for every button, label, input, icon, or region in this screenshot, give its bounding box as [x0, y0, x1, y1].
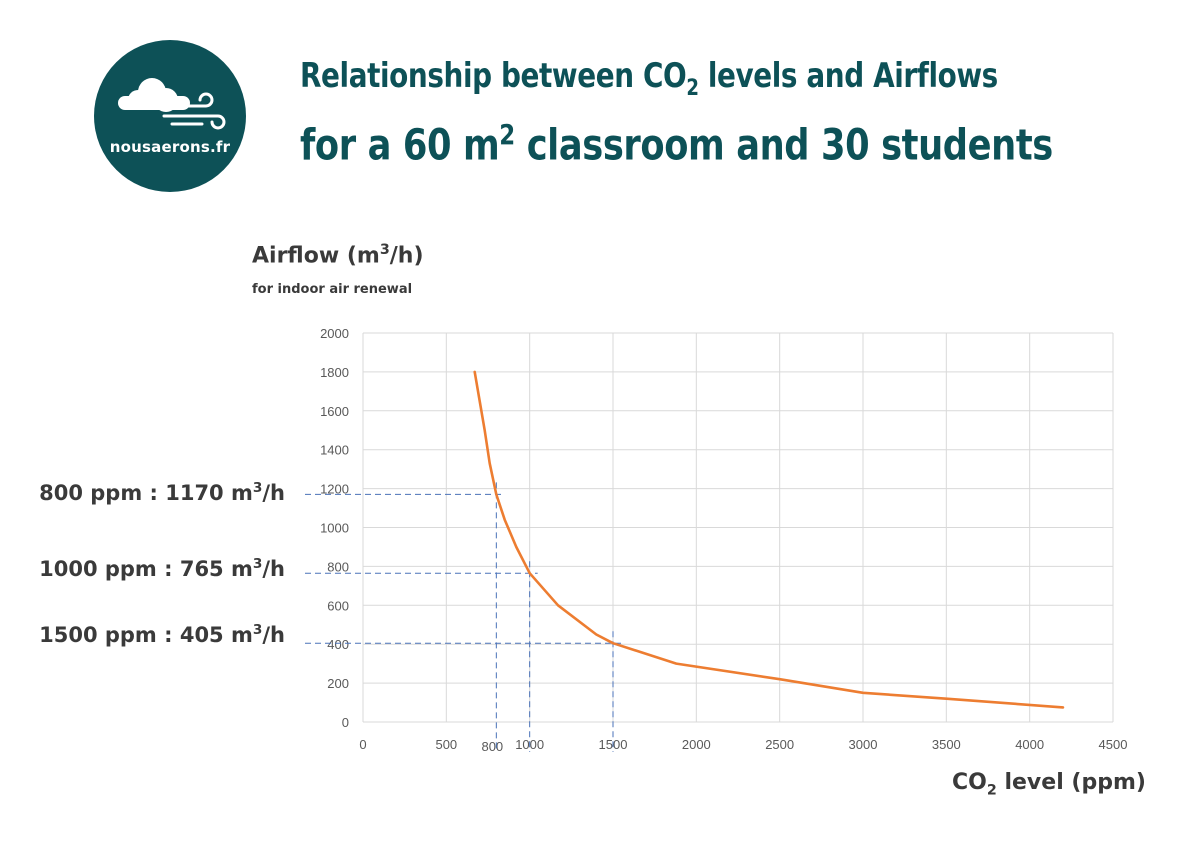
x-axis-label: CO2 level (ppm) — [952, 770, 1146, 799]
y-axis-label: Airflow (m3/h) — [252, 242, 424, 269]
annotation-1000ppm: 1000 ppm : 765 m3/h — [39, 556, 285, 581]
y-tick-label: 600 — [327, 598, 349, 613]
annotation-800ppm: 800 ppm : 1170 m3/h — [39, 480, 285, 505]
y-tick-label: 800 — [327, 559, 349, 574]
chart-title-line2: for a 60 m2 classroom and 30 students — [300, 118, 1053, 171]
x-tick-label: 2500 — [765, 737, 794, 752]
y-tick-label: 0 — [342, 715, 349, 730]
annotation-1500ppm: 1500 ppm : 405 m3/h — [39, 622, 285, 647]
y-tick-label: 1800 — [320, 365, 349, 380]
x-tick-label-extra: 800 — [481, 739, 503, 754]
chart-title-line1: Relationship between CO2 levels and Airf… — [300, 56, 998, 101]
x-tick-label: 500 — [435, 737, 457, 752]
y-tick-label: 1200 — [320, 482, 349, 497]
y-tick-label: 1600 — [320, 404, 349, 419]
logo-text: nousaerons.fr — [109, 138, 231, 156]
x-tick-label: 4500 — [1099, 737, 1128, 752]
x-tick-label: 3500 — [932, 737, 961, 752]
x-tick-label: 0 — [359, 737, 366, 752]
y-tick-label: 2000 — [320, 326, 349, 341]
brand-logo[interactable]: nousaerons.fr — [94, 40, 246, 192]
cloud-wind-icon — [118, 78, 226, 130]
y-tick-label: 1000 — [320, 521, 349, 536]
y-tick-label: 200 — [327, 676, 349, 691]
series-line — [473, 370, 1065, 709]
x-tick-label: 3000 — [849, 737, 878, 752]
x-tick-label: 4000 — [1015, 737, 1044, 752]
x-tick-label: 2000 — [682, 737, 711, 752]
y-axis-sublabel: for indoor air renewal — [252, 282, 413, 297]
y-tick-label: 1400 — [320, 443, 349, 458]
y-tick-label: 400 — [327, 637, 349, 652]
